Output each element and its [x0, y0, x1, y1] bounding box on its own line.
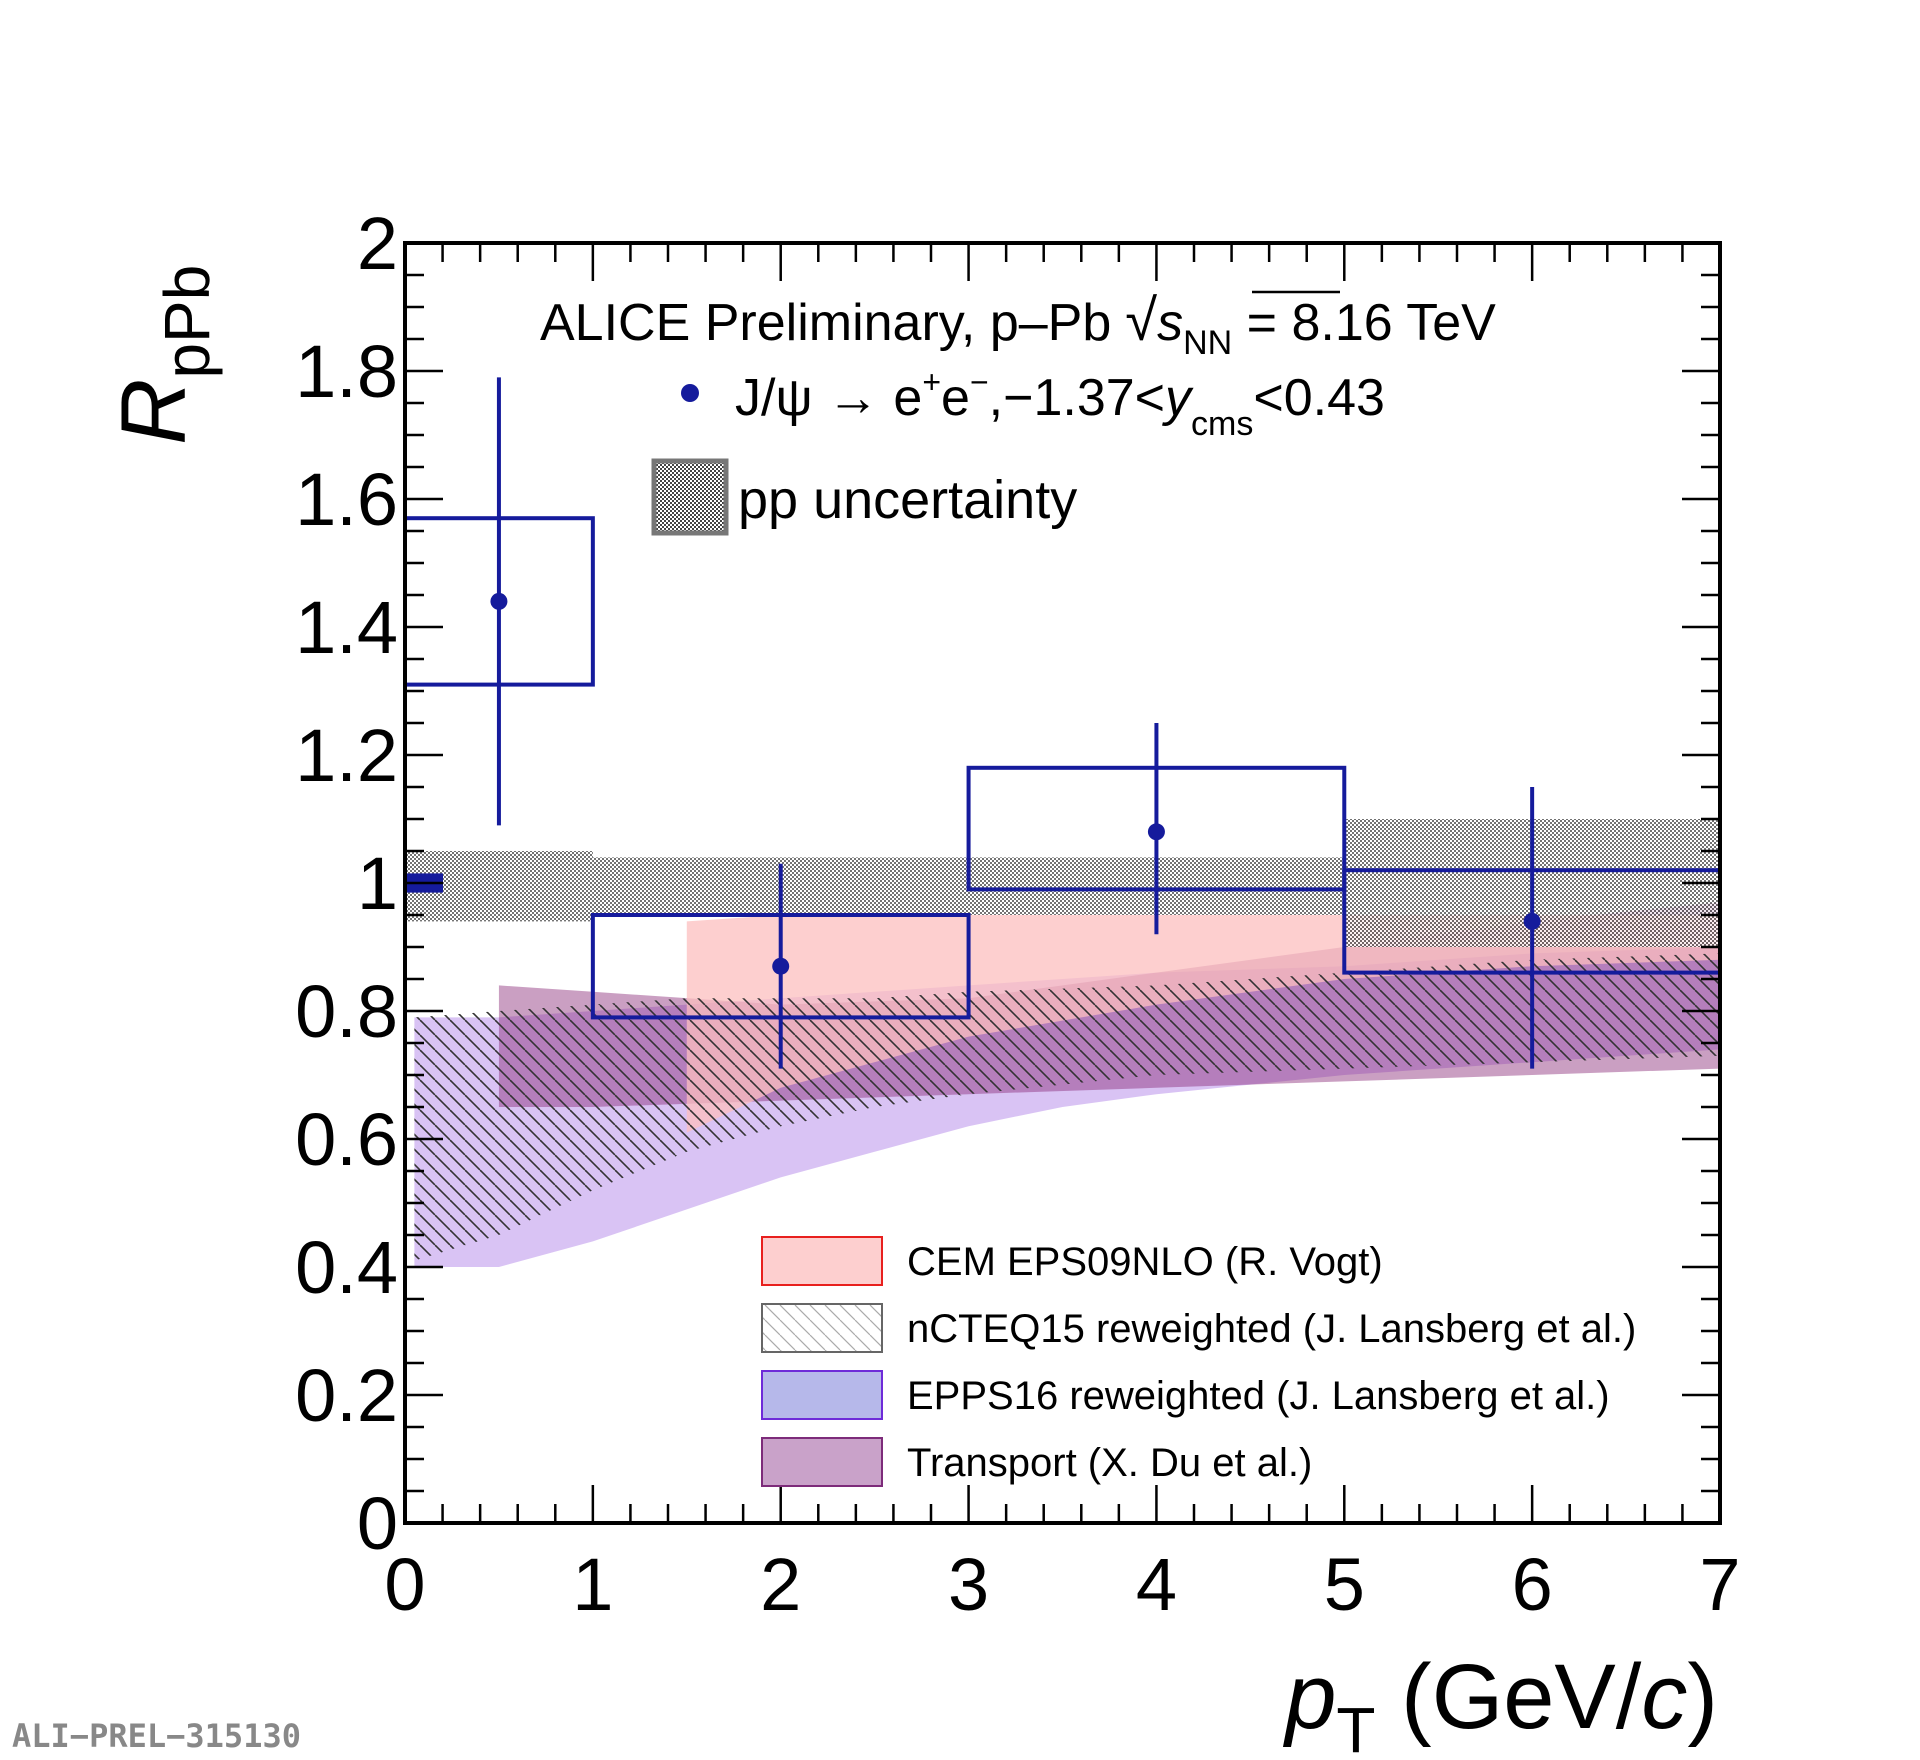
data-point-3 [1523, 912, 1541, 930]
x-tick-label-0: 0 [384, 1543, 425, 1626]
footer-id: ALI−PREL−315130 [12, 1717, 301, 1755]
legend-label-transport-x-du-et-al: Transport (X. Du et al.) [907, 1441, 1312, 1485]
y-tick-label-2: 2 [357, 202, 398, 285]
model-band-ncteq15-reweighted-j-lansberg-et-al [414, 953, 1720, 1261]
y-tick-label-1: 1 [357, 842, 398, 925]
y-tick-label-1.6: 1.6 [295, 458, 398, 541]
legend-label-epps16-reweighted-j-lansberg-et-al: EPPS16 reweighted (J. Lansberg et al.) [907, 1374, 1610, 1418]
model-bands [414, 902, 1720, 1267]
x-tick-label-4: 4 [1136, 1543, 1177, 1626]
series-marker [681, 384, 699, 402]
x-tick-labels: 0 1 2 3 4 5 6 7 [384, 1543, 1740, 1626]
data-point-2 [1147, 823, 1165, 841]
y-tick-label-0.2: 0.2 [295, 1354, 398, 1437]
y-axis-title: RpPb [103, 265, 223, 445]
legend-swatch-transport-x-du-et-al [761, 1437, 883, 1487]
legend-swatch-epps16-reweighted-j-lansberg-et-al [761, 1370, 883, 1420]
legend-swatch-cem-eps09nlo-r-vogt [761, 1236, 883, 1286]
x-tick-label-2: 2 [760, 1543, 801, 1626]
x-axis-title: pT (GeV/c) [1282, 1646, 1718, 1760]
series-label: J/ψ → e+e−,−1.37<ycms<0.43 [735, 364, 1385, 443]
data-point-1 [772, 957, 790, 975]
y-tick-label-0.8: 0.8 [295, 970, 398, 1053]
y-tick-label-1.4: 1.4 [295, 586, 398, 669]
data-point-0 [490, 592, 508, 610]
x-tick-label-5: 5 [1324, 1543, 1365, 1626]
x-tick-label-7: 7 [1699, 1543, 1740, 1626]
legend-label-ncteq15-reweighted-j-lansberg-et-al: nCTEQ15 reweighted (J. Lansberg et al.) [907, 1307, 1636, 1351]
y-tick-label-1.2: 1.2 [295, 714, 398, 797]
y-tick-labels: 0 0.2 0.4 0.6 0.8 1 1.2 1.4 1.6 1.8 2 [295, 202, 398, 1565]
chart-title: ALICE Preliminary, p–Pb √sNN = 8.16 TeV [540, 288, 1496, 362]
legend-swatch-ncteq15-reweighted-j-lansberg-et-al [761, 1303, 883, 1353]
x-tick-label-3: 3 [948, 1543, 989, 1626]
y-tick-label-0.6: 0.6 [295, 1098, 398, 1181]
pp-uncertainty-label: pp uncertainty [738, 470, 1077, 530]
axis-ticks [403, 241, 1722, 1525]
x-tick-label-1: 1 [572, 1543, 613, 1626]
legend: CEM EPS09NLO (R. Vogt) nCTEQ15 reweighted… [761, 1236, 1636, 1487]
legend-label-cem-eps09nlo-r-vogt: CEM EPS09NLO (R. Vogt) [907, 1240, 1383, 1284]
pp-uncertainty-swatch [651, 458, 729, 536]
y-tick-label-1.8: 1.8 [295, 330, 398, 413]
x-tick-label-6: 6 [1512, 1543, 1553, 1626]
y-tick-label-0.4: 0.4 [295, 1226, 398, 1309]
y-tick-label-0: 0 [357, 1482, 398, 1565]
